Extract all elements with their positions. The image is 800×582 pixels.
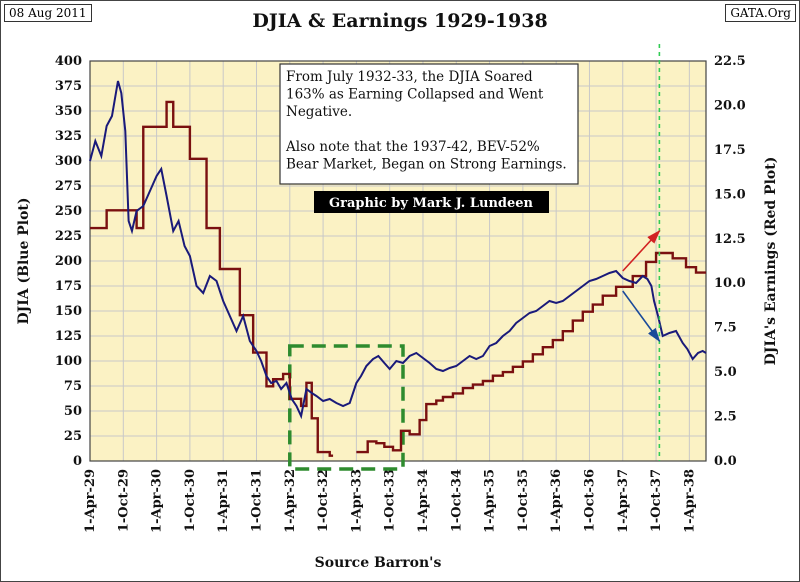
y-left-tick-label: 250 bbox=[55, 204, 82, 219]
y-right-tick-label: 22.5 bbox=[714, 54, 746, 69]
y-right-tick-label: 10.0 bbox=[714, 276, 746, 291]
annotation-box bbox=[279, 63, 579, 185]
y-left-tick-label: 275 bbox=[55, 179, 82, 194]
y-right-tick-label: 17.5 bbox=[714, 143, 746, 158]
y-left-tick-label: 200 bbox=[55, 254, 82, 269]
y-left-tick-label: 350 bbox=[55, 104, 82, 119]
y-left-tick-label: 375 bbox=[55, 79, 82, 94]
y-left-tick-label: 300 bbox=[55, 154, 82, 169]
highlight-box bbox=[288, 344, 405, 471]
chart-title: DJIA & Earnings 1929-1938 bbox=[252, 10, 548, 32]
y-left-tick-label: 150 bbox=[55, 304, 82, 319]
x-tick-label: 1-Oct-29 bbox=[116, 469, 131, 532]
y-right-axis-label: DJIA's Earnings (Red Plot) bbox=[763, 157, 779, 366]
annotation-text-line: Bear Market, Began on Strong Earnings. bbox=[286, 157, 567, 173]
x-tick-label: 1-Oct-34 bbox=[449, 469, 464, 532]
x-tick-label: 1-Apr-35 bbox=[483, 469, 498, 533]
x-tick-label: 1-Oct-37 bbox=[649, 469, 664, 532]
y-right-tick-label: 5.0 bbox=[714, 365, 737, 380]
y-right-tick-label: 2.5 bbox=[714, 410, 737, 425]
x-tick-label: 1-Apr-36 bbox=[549, 469, 564, 533]
y-left-tick-label: 25 bbox=[64, 429, 82, 444]
y-left-tick-label: 100 bbox=[55, 354, 82, 369]
x-tick-label: 1-Apr-33 bbox=[349, 469, 364, 533]
x-tick-label: 1-Oct-32 bbox=[316, 469, 331, 532]
date-label: 08 Aug 2011 bbox=[4, 4, 92, 22]
x-tick-label: 1-Apr-30 bbox=[150, 469, 165, 533]
source-label: GATA.Org bbox=[725, 4, 796, 22]
annotation-arrow bbox=[622, 229, 661, 272]
annotation-text-line: 163% as Earning Collapsed and Went bbox=[286, 87, 544, 103]
x-tick-label: 1-Apr-32 bbox=[283, 469, 298, 533]
y-right-tick-label: 7.5 bbox=[714, 321, 737, 336]
y-left-tick-label: 400 bbox=[55, 54, 82, 69]
x-tick-label: 1-Oct-36 bbox=[582, 469, 597, 532]
x-tick-label: 1-Apr-29 bbox=[83, 469, 98, 533]
annotation-text-line: From July 1932-33, the DJIA Soared bbox=[286, 69, 533, 85]
y-right-tick-label: 15.0 bbox=[714, 187, 746, 202]
djia-series-line bbox=[89, 80, 707, 420]
y-left-axis-label: DJIA (Blue Plot) bbox=[16, 197, 32, 324]
annotation-text-line: Negative. bbox=[286, 104, 352, 120]
y-left-tick-label: 50 bbox=[64, 404, 82, 419]
x-tick-label: 1-Oct-31 bbox=[249, 469, 264, 532]
credit-box bbox=[314, 191, 549, 213]
plot-border bbox=[89, 60, 707, 462]
y-left-tick-label: 225 bbox=[55, 229, 82, 244]
y-left-tick-label: 75 bbox=[64, 379, 82, 394]
x-tick-label: 1-Apr-37 bbox=[616, 469, 631, 533]
x-tick-label: 1-Apr-34 bbox=[416, 469, 431, 533]
x-tick-label: 1-Oct-35 bbox=[516, 469, 531, 532]
x-tick-label: 1-Oct-30 bbox=[183, 469, 198, 532]
y-right-tick-label: 20.0 bbox=[714, 98, 746, 113]
annotation-arrow bbox=[622, 290, 661, 343]
credit-label: Graphic by Mark J. Lundeen bbox=[329, 196, 534, 211]
y-right-tick-label: 0.0 bbox=[714, 454, 737, 469]
x-axis-label: Source Barron's bbox=[315, 555, 442, 571]
y-left-tick-label: 325 bbox=[55, 129, 82, 144]
earnings-series-line bbox=[90, 100, 706, 457]
y-left-tick-label: 175 bbox=[55, 279, 82, 294]
x-tick-label: 1-Apr-38 bbox=[682, 469, 697, 533]
y-right-tick-label: 12.5 bbox=[714, 232, 746, 247]
y-left-tick-label: 0 bbox=[73, 454, 82, 469]
annotation-text-line: Also note that the 1937-42, BEV-52% bbox=[285, 139, 540, 155]
y-left-tick-label: 125 bbox=[55, 329, 82, 344]
x-tick-label: 1-Oct-33 bbox=[383, 469, 398, 532]
x-tick-label: 1-Apr-31 bbox=[216, 469, 231, 533]
